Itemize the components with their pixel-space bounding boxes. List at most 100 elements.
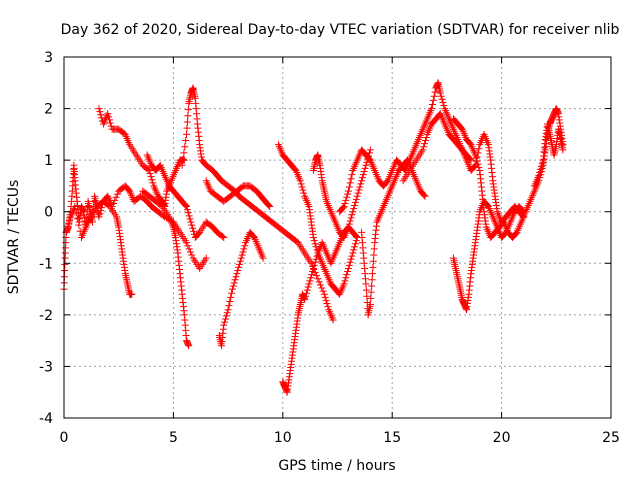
data-point <box>346 217 354 225</box>
data-point <box>240 245 248 253</box>
data-point <box>63 225 71 233</box>
data-point <box>183 206 191 214</box>
data-point <box>351 198 359 206</box>
data-point <box>369 270 377 278</box>
y-tick-label: 3 <box>44 50 53 66</box>
data-point <box>236 257 244 265</box>
data-point <box>343 193 351 201</box>
data-point <box>311 240 319 248</box>
data-point <box>183 239 191 247</box>
data-point <box>348 171 356 179</box>
data-point <box>184 106 192 114</box>
data-point <box>457 124 465 132</box>
data-point <box>225 302 233 310</box>
data-point <box>339 204 347 212</box>
data-point <box>75 221 83 229</box>
grid-lines <box>64 57 611 418</box>
data-point <box>310 237 318 245</box>
data-point <box>111 196 119 204</box>
data-point <box>298 183 306 191</box>
data-point <box>232 273 240 281</box>
data-point <box>302 292 310 300</box>
data-point <box>95 105 103 113</box>
data-point <box>342 196 350 204</box>
data-point <box>559 146 567 154</box>
x-tick-label: 0 <box>60 430 69 446</box>
data-point <box>358 174 366 182</box>
data-point <box>369 263 377 271</box>
x-tick-label: 20 <box>493 430 511 446</box>
data-point <box>183 203 191 211</box>
data-point <box>64 222 72 230</box>
data-point <box>355 186 363 194</box>
data-point <box>428 100 436 108</box>
data-point <box>186 215 194 223</box>
data-point <box>234 267 242 275</box>
data-point <box>185 245 193 253</box>
data-point <box>344 190 352 198</box>
x-tick-labels: 0 5 10 15 20 25 <box>60 430 620 446</box>
data-point <box>474 160 482 168</box>
data-point <box>183 118 191 126</box>
data-point <box>72 209 80 217</box>
data-point <box>144 165 152 173</box>
data-point <box>97 111 105 119</box>
data-point <box>202 254 210 262</box>
data-point <box>188 251 196 259</box>
data-point <box>429 96 437 104</box>
data-point <box>228 289 236 297</box>
data-point <box>228 285 236 293</box>
data-point <box>537 165 545 173</box>
data-point <box>475 163 483 171</box>
data-point <box>345 220 353 228</box>
data-point <box>223 309 231 317</box>
data-point <box>437 92 445 100</box>
data-point <box>344 187 352 195</box>
data-point <box>430 92 438 100</box>
data-point <box>291 165 299 173</box>
data-point <box>235 260 243 268</box>
y-tick-label: -3 <box>39 359 53 375</box>
data-point <box>365 155 373 163</box>
data-point <box>188 221 196 229</box>
data-point <box>189 224 197 232</box>
data-point <box>358 177 366 185</box>
data-point <box>221 315 229 323</box>
data-point <box>370 251 378 259</box>
y-tick-label: 0 <box>44 205 53 221</box>
data-point <box>235 263 243 271</box>
data-point <box>105 113 113 121</box>
data-point <box>310 261 318 269</box>
data-point <box>313 252 321 260</box>
data-point <box>311 258 319 266</box>
data-point <box>475 145 483 153</box>
data-point <box>296 177 304 185</box>
data-point <box>303 286 311 294</box>
data-point <box>145 166 153 174</box>
data-point <box>323 300 331 308</box>
data-point <box>147 173 155 181</box>
data-point <box>96 108 104 116</box>
data-point <box>421 140 429 148</box>
data-point <box>329 316 337 324</box>
data-point <box>362 280 370 288</box>
data-point <box>239 248 247 256</box>
data-point <box>366 146 374 154</box>
data-point <box>322 296 330 304</box>
data-point <box>302 289 310 297</box>
data-point <box>265 202 273 210</box>
data-point <box>113 190 121 198</box>
y-tick-label: -4 <box>39 411 53 427</box>
data-point <box>512 229 520 237</box>
data-point <box>363 292 371 300</box>
data-point <box>367 288 375 296</box>
data-point <box>318 284 326 292</box>
y-tick-label: -1 <box>39 256 53 272</box>
data-point <box>220 321 228 329</box>
data-point <box>347 255 355 263</box>
data-point <box>353 192 361 200</box>
data-point <box>438 95 446 103</box>
data-point <box>346 179 354 187</box>
data-point <box>420 143 428 151</box>
data-point <box>61 260 69 268</box>
